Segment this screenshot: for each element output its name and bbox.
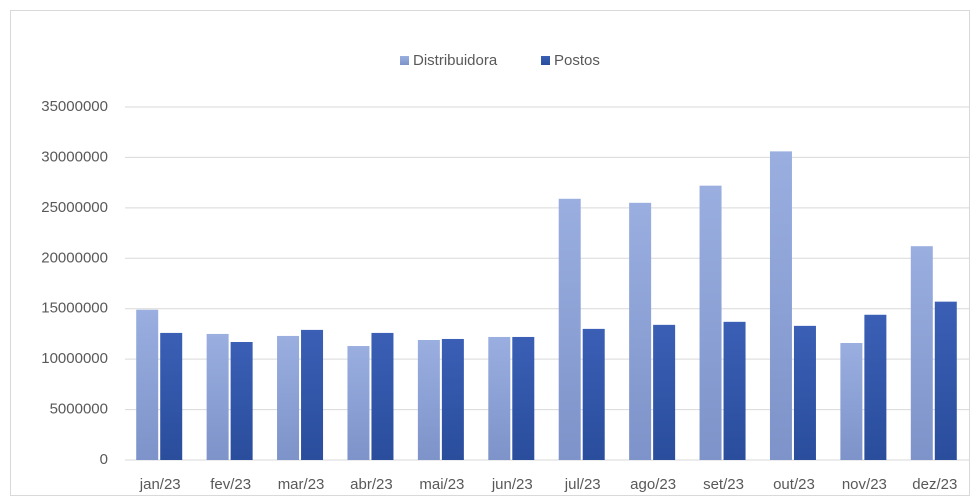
y-tick-label: 5000000: [50, 401, 108, 418]
bar: [910, 246, 933, 460]
x-tick-label: abr/23: [350, 476, 393, 493]
x-tick-label: nov/23: [842, 476, 887, 493]
bar: [769, 151, 792, 460]
bar: [417, 339, 440, 460]
legend-swatch: [400, 56, 409, 65]
y-tick-label: 20000000: [41, 249, 108, 266]
bar: [347, 346, 370, 460]
x-tick-label: out/23: [773, 476, 815, 493]
x-tick-label: fev/23: [210, 476, 251, 493]
y-tick-label: 25000000: [41, 199, 108, 216]
bar: [136, 309, 159, 460]
bar: [582, 328, 605, 460]
x-tick-label: jun/23: [491, 476, 533, 493]
y-tick-label: 35000000: [41, 98, 108, 115]
y-tick-label: 15000000: [41, 300, 108, 317]
bar: [488, 336, 511, 460]
bar: [230, 341, 253, 460]
bar: [371, 332, 394, 460]
x-tick-label: jan/23: [139, 476, 181, 493]
x-tick-label: dez/23: [912, 476, 957, 493]
bar: [793, 325, 816, 460]
legend-label: Postos: [554, 52, 600, 69]
bar: [441, 338, 464, 460]
x-tick-label: jul/23: [564, 476, 601, 493]
y-tick-label: 10000000: [41, 350, 108, 367]
bar: [629, 202, 652, 461]
y-tick-label: 30000000: [41, 148, 108, 165]
x-tick-label: mai/23: [419, 476, 464, 493]
bar: [864, 314, 887, 460]
bar: [277, 335, 300, 460]
bar: [723, 321, 746, 460]
bar: [160, 332, 183, 460]
x-tick-label: ago/23: [630, 476, 676, 493]
bar: [301, 329, 324, 460]
y-tick-label: 0: [100, 451, 108, 468]
bar: [558, 198, 581, 460]
legend-swatch: [541, 56, 550, 65]
x-tick-label: mar/23: [278, 476, 325, 493]
bar: [699, 185, 722, 460]
legend-label: Distribuidora: [413, 52, 498, 69]
bar: [840, 343, 863, 460]
bar: [206, 333, 229, 460]
bar: [934, 301, 957, 460]
x-tick-label: set/23: [703, 476, 744, 493]
bar: [512, 336, 535, 460]
bar: [653, 324, 676, 460]
